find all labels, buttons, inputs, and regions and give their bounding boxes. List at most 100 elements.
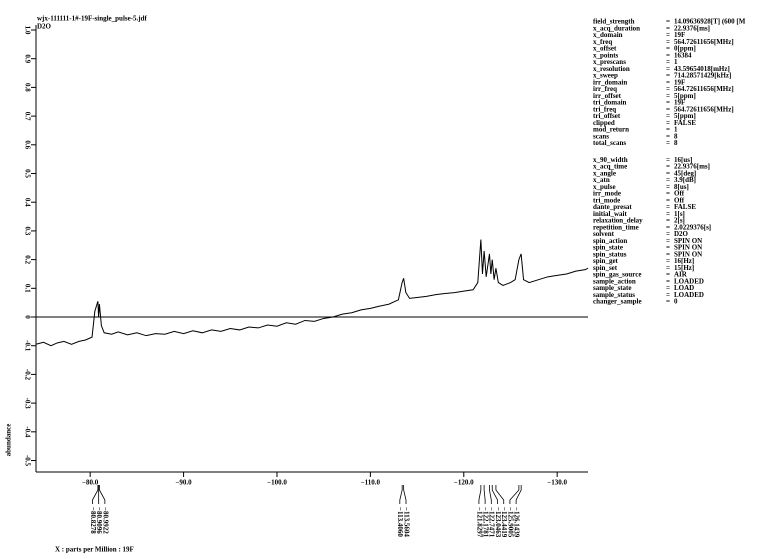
peak-label: −126.1439 [513, 507, 521, 538]
param-eq: = [666, 24, 670, 32]
param-eq: = [666, 156, 670, 164]
param-key: spin_get [593, 257, 619, 265]
x-tick-label: −100.0 [267, 479, 287, 487]
param-key: irr_domain [593, 78, 627, 86]
param-value: Off [674, 190, 685, 198]
param-value: 5[ppm] [674, 92, 696, 100]
param-value: 1[s] [674, 210, 685, 218]
param-value: LOAD [674, 284, 694, 292]
param-eq: = [666, 18, 670, 26]
peak-label: −121.8297 [475, 507, 483, 538]
param-value: SPIN ON [674, 244, 702, 252]
param-key: x_sweep [593, 72, 618, 80]
param-key: solvent [593, 230, 615, 238]
param-eq: = [666, 105, 670, 113]
param-eq: = [666, 85, 670, 93]
x-tick-label: −80.0 [82, 479, 99, 487]
peak-marker [483, 485, 486, 504]
param-key: x_points [593, 51, 619, 59]
param-eq: = [666, 139, 670, 147]
x-tick-label: −90.0 [175, 479, 192, 487]
peak-label: −122.7471 [488, 507, 496, 538]
param-eq: = [666, 230, 670, 238]
param-value: Off [674, 196, 685, 204]
param-eq: = [666, 277, 670, 285]
param-eq: = [666, 223, 670, 231]
param-key: x_prescans [593, 58, 626, 66]
y-tick-label: 0.2 [23, 255, 31, 264]
peak-label: −80.9922 [101, 507, 109, 534]
peak-label: −113.4060 [396, 507, 404, 537]
peak-marker [509, 485, 520, 504]
param-value: 564.72611656[MHz] [674, 105, 734, 113]
y-tick-label: -0.1 [23, 340, 31, 352]
peak-marker [478, 485, 482, 504]
param-eq: = [666, 72, 670, 80]
param-key: irr_freq [593, 85, 617, 93]
peak-label: −113.5604 [402, 507, 410, 537]
param-eq: = [666, 244, 670, 252]
param-value: SPIN ON [674, 237, 702, 245]
param-key: tri_freq [593, 105, 616, 113]
param-value: SPIN ON [674, 250, 702, 258]
y-tick-label: -0.2 [23, 369, 31, 381]
param-value: 0[ppm] [674, 45, 696, 53]
param-eq: = [666, 257, 670, 265]
param-eq: = [666, 92, 670, 100]
param-key: spin_set [593, 264, 618, 272]
param-key: mod_return [593, 126, 629, 134]
param-key: tri_domain [593, 99, 627, 107]
peak-marker [489, 485, 492, 504]
y-tick-label: -0.5 [23, 455, 31, 467]
peak-marker [491, 485, 498, 504]
param-eq: = [666, 298, 670, 306]
param-key: x_acq_time [593, 163, 627, 171]
y-tick-label: 0.9 [23, 54, 31, 63]
param-eq: = [666, 217, 670, 225]
param-eq: = [666, 78, 670, 86]
param-key: changer_sample [593, 298, 642, 306]
param-key: x_90_width [593, 156, 628, 164]
param-eq: = [666, 183, 670, 191]
spectrum-line [35, 239, 589, 347]
param-eq: = [666, 237, 670, 245]
y-tick-label: 1.0 [23, 26, 31, 35]
param-value: 1 [674, 126, 678, 134]
param-key: x_domain [593, 31, 623, 39]
param-key: spin_gas_source [593, 271, 642, 279]
param-eq: = [666, 264, 670, 272]
param-key: scans [593, 132, 609, 140]
param-eq: = [666, 203, 670, 211]
param-eq: = [666, 271, 670, 279]
y-tick-label: 0.7 [23, 112, 31, 121]
peak-label: −123.0463 [494, 507, 502, 538]
x-tick-label: −130.0 [547, 479, 567, 487]
param-key: relaxation_delay [593, 217, 643, 225]
peak-marker [399, 485, 403, 504]
param-value: 15[Hz] [674, 264, 694, 272]
param-value: 22.9376[ms] [674, 24, 710, 32]
chart-subtitle: D2O [37, 23, 52, 31]
param-value: 564.72611656[MHz] [674, 38, 734, 46]
param-key: sample_status [593, 291, 635, 299]
y-tick-label: 0.6 [23, 140, 31, 149]
param-eq: = [666, 112, 670, 120]
param-key: initial_wait [593, 210, 628, 218]
param-key: tri_offset [593, 112, 621, 120]
peak-marker [92, 485, 99, 504]
param-eq: = [666, 65, 670, 73]
peak-marker [403, 485, 407, 504]
param-eq: = [666, 284, 670, 292]
param-value: 714.28571429[kHz] [674, 72, 731, 80]
param-key: x_atn [593, 176, 610, 184]
param-value: 5[ppm] [674, 112, 696, 120]
param-eq: = [666, 210, 670, 218]
y-tick-label: 0.3 [23, 227, 31, 236]
param-key: x_offset [593, 45, 617, 53]
param-key: irr_offset [593, 92, 622, 100]
y-tick-label: 0.5 [23, 169, 31, 178]
param-eq: = [666, 291, 670, 299]
param-value: 22.9376[ms] [674, 163, 710, 171]
param-value: LOADED [674, 291, 704, 299]
